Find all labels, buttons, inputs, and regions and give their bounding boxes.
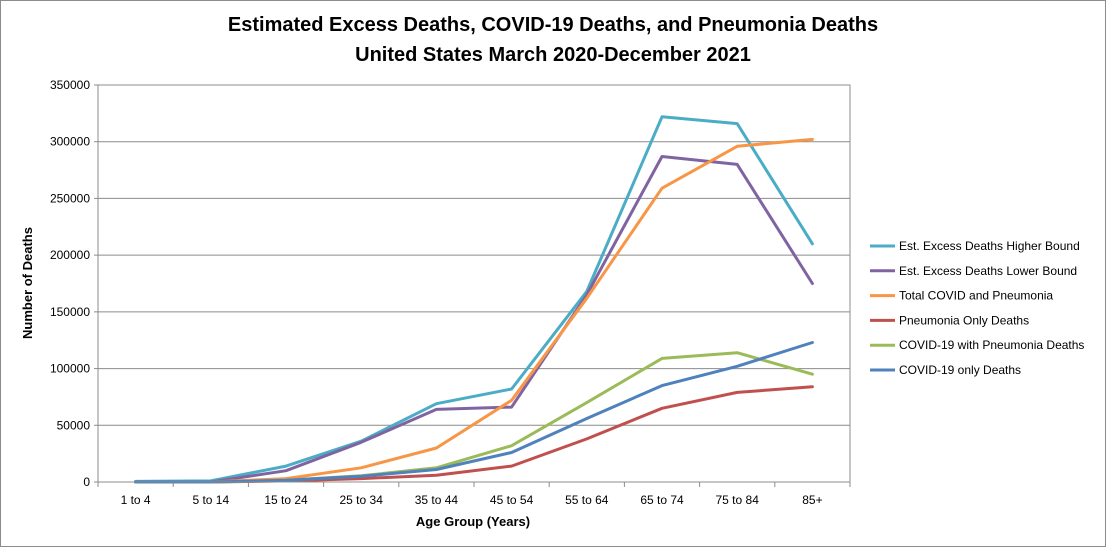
legend: Est. Excess Deaths Higher Bound Est. Exce… — [870, 239, 1084, 377]
chart-title-line2: United States March 2020-December 2021 — [355, 44, 751, 66]
x-tick-label: 1 to 4 — [121, 493, 151, 507]
y-tick-label: 0 — [83, 475, 90, 489]
x-tick-label: 35 to 44 — [415, 493, 459, 507]
series-line — [134, 341, 814, 484]
x-tick-label: 65 to 74 — [640, 493, 684, 507]
legend-label: Pneumonia Only Deaths — [899, 313, 1029, 327]
y-tick-label: 300000 — [50, 135, 90, 149]
gridlines — [98, 84, 850, 426]
x-tick-label: 15 to 24 — [264, 493, 308, 507]
series-line — [134, 115, 814, 483]
y-axis-ticks: 0 50000 100000 150000 200000 250000 300000 3500… — [50, 78, 98, 489]
x-tick-label: 45 to 54 — [490, 493, 534, 507]
x-axis-title: Age Group (Years) — [416, 514, 530, 529]
y-axis-title: Number of Deaths — [20, 227, 35, 339]
x-tick-label: 55 to 64 — [565, 493, 609, 507]
series-lines — [134, 115, 814, 484]
series-line — [134, 137, 814, 484]
chart-title-line1: Estimated Excess Deaths, COVID-19 Deaths… — [228, 14, 878, 36]
y-tick-label: 200000 — [50, 248, 90, 262]
y-tick-label: 150000 — [50, 305, 90, 319]
series-line — [134, 155, 814, 484]
legend-label: Total COVID and Pneumonia — [899, 289, 1053, 303]
x-axis-ticks: 1 to 4 5 to 14 15 to 24 25 to 34 35 to 44 45 … — [97, 482, 851, 507]
legend-label: COVID-19 only Deaths — [899, 363, 1021, 377]
y-tick-label: 50000 — [57, 418, 91, 432]
x-tick-label: 85+ — [802, 493, 822, 507]
y-tick-label: 100000 — [50, 362, 90, 376]
legend-label: Est. Excess Deaths Higher Bound — [899, 239, 1080, 253]
legend-label: Est. Excess Deaths Lower Bound — [899, 264, 1077, 278]
y-tick-label: 350000 — [50, 78, 90, 92]
y-tick-label: 250000 — [50, 191, 90, 205]
series-line — [134, 385, 814, 484]
x-tick-label: 5 to 14 — [192, 493, 229, 507]
x-tick-label: 75 to 84 — [716, 493, 760, 507]
legend-label: COVID-19 with Pneumonia Deaths — [899, 338, 1084, 352]
x-tick-label: 25 to 34 — [340, 493, 384, 507]
